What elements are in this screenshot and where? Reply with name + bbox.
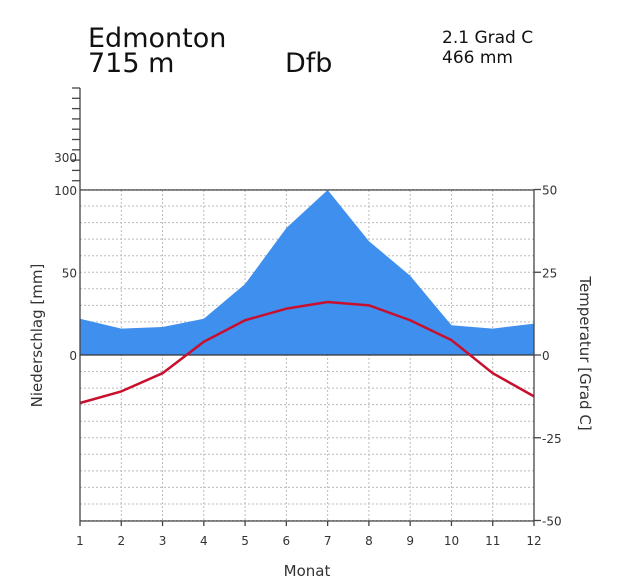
x-tick-label: 7	[324, 534, 332, 548]
x-tick-label: 4	[200, 534, 208, 548]
x-tick-label: 9	[406, 534, 414, 548]
x-tick-label: 12	[526, 534, 541, 548]
annual-precipitation: 466 mm	[442, 48, 513, 68]
x-tick-label: 11	[485, 534, 500, 548]
x-tick-label: 5	[241, 534, 249, 548]
left-axis-title: Niederschlag [mm]	[28, 264, 46, 408]
station-elevation: 715 m	[88, 48, 175, 79]
x-tick-label: 10	[444, 534, 459, 548]
right-tick-label: -50	[542, 515, 562, 529]
climate-classification: Dfb	[285, 48, 333, 79]
left-tick-label: 0	[69, 349, 77, 363]
x-tick-label: 6	[283, 534, 291, 548]
right-tick-label: 25	[542, 266, 557, 280]
x-tick-label: 3	[159, 534, 167, 548]
mean-temperature: 2.1 Grad C	[442, 28, 534, 48]
station-name: Edmonton	[88, 23, 227, 54]
left-tick-label: 300	[54, 151, 77, 165]
right-tick-label: -25	[542, 432, 562, 446]
right-axis-title: Temperatur [Grad C]	[576, 275, 594, 430]
temperature-line	[79, 300, 535, 405]
precipitation-area	[80, 190, 534, 355]
x-tick-label: 8	[365, 534, 373, 548]
x-tick-label: 1	[76, 534, 84, 548]
ticks	[72, 87, 541, 526]
x-tick-label: 2	[117, 534, 125, 548]
x-axis-title: Monat	[284, 562, 331, 580]
left-tick-label: 50	[62, 267, 77, 281]
left-tick-label: 100	[54, 184, 77, 198]
right-tick-label: 0	[542, 349, 550, 363]
right-tick-label: 50	[542, 184, 557, 198]
